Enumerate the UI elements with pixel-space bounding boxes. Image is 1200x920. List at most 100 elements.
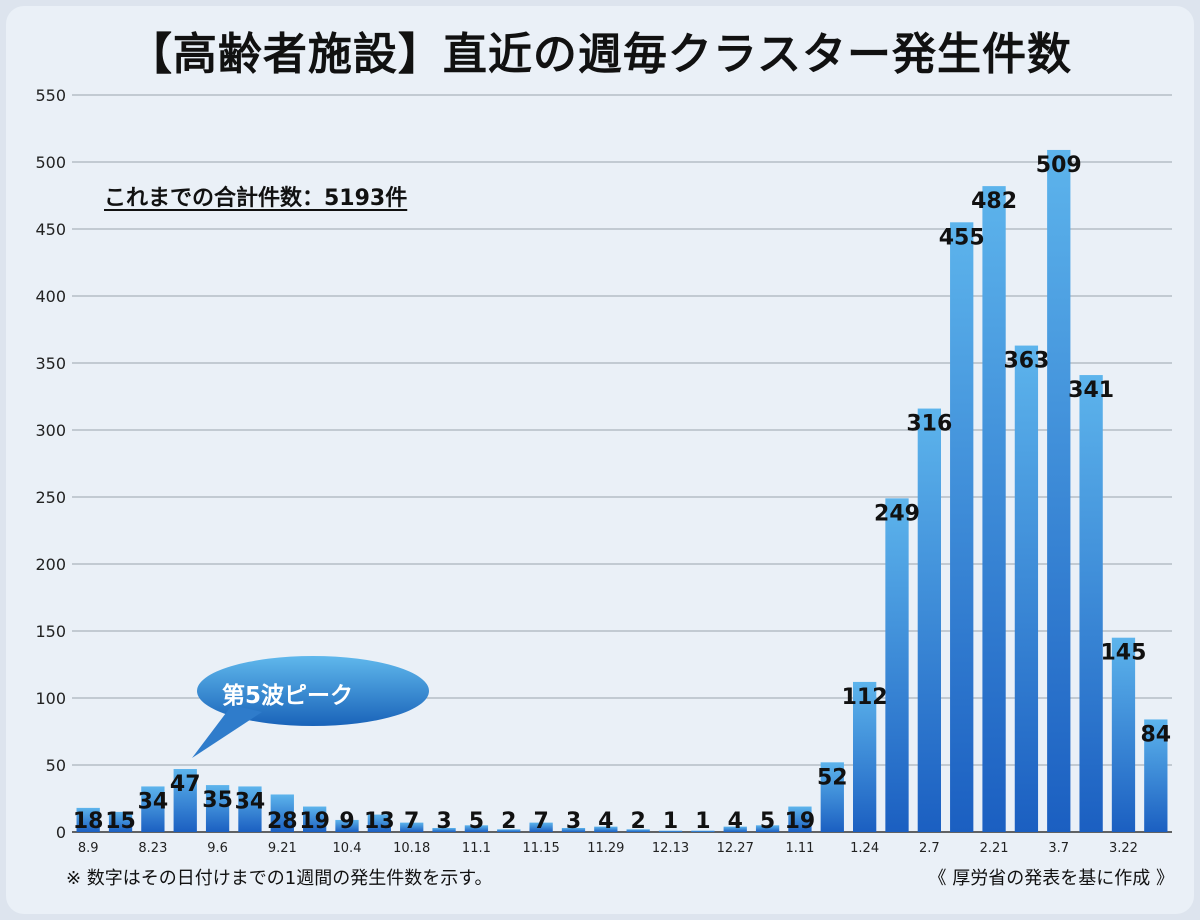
x-tick-label: 10.4 [333,841,362,856]
bar [400,822,424,832]
data-label: 9 [339,809,354,834]
bar [788,806,812,832]
y-tick-label: 0 [56,823,66,842]
x-tick-label: 12.27 [717,841,754,856]
y-tick-label: 200 [35,555,66,574]
data-label: 19 [299,809,330,834]
data-label: 19 [785,809,816,834]
x-tick-label: 11.15 [523,841,560,856]
bar [367,814,391,832]
data-label: 112 [842,685,888,710]
data-label: 145 [1101,641,1147,666]
x-tick-label: 11.1 [462,841,491,856]
data-label: 455 [939,225,985,250]
chart-title: 【高齢者施設】直近の週毎クラスター発生件数 [127,29,1073,80]
bar [173,769,197,832]
x-tick-label: 2.21 [980,841,1009,856]
bar [1111,637,1136,832]
bar [108,811,133,832]
bar [594,826,618,832]
data-label: 363 [1003,349,1049,374]
data-label: 341 [1068,378,1114,403]
x-tick-label: 8.9 [78,841,99,856]
x-tick-label: 1.24 [850,841,879,856]
x-tick-label: 1.11 [785,841,814,856]
bar [1047,149,1071,832]
y-tick-label: 150 [35,622,66,641]
bar [464,825,489,832]
total-count-label: これまでの合計件数：5193件 [104,186,408,211]
bar [497,829,521,832]
data-label: 34 [138,789,169,814]
bar [561,827,586,832]
bar [917,408,941,832]
data-label: 52 [817,765,848,790]
data-label: 34 [235,789,266,814]
x-tick-label: 10.18 [393,841,430,856]
data-label: 28 [267,809,298,834]
bar [529,822,553,832]
y-tick-label: 450 [35,220,66,239]
data-label: 3 [436,809,451,834]
x-tick-label: 11.29 [587,841,624,856]
x-tick-label: 8.23 [138,841,167,856]
y-tick-label: 300 [35,421,66,440]
y-tick-label: 550 [35,86,66,105]
data-label: 4 [728,809,743,834]
data-label: 1 [663,809,678,834]
data-label: 4 [598,809,613,834]
data-label: 2 [501,809,516,834]
bar [205,785,230,832]
bar [723,826,747,832]
bar [982,186,1006,832]
bar [1079,375,1103,832]
bar [76,807,100,832]
data-label: 3 [566,809,581,834]
bar [1014,345,1039,832]
bar [755,825,780,832]
data-label: 249 [874,501,920,526]
bar [853,681,877,832]
data-label: 35 [202,788,233,813]
x-tick-label: 3.7 [1048,841,1069,856]
x-tick-label: 9.21 [268,841,297,856]
data-label: 5 [469,809,484,834]
y-tick-label: 400 [35,287,66,306]
bar [885,498,909,832]
y-tick-label: 350 [35,354,66,373]
data-label: 1 [695,809,710,834]
callout-label: 第5波ピーク [222,683,354,709]
bar [691,830,715,832]
data-label: 2 [631,809,646,834]
y-tick-label: 500 [35,153,66,172]
data-label: 509 [1036,153,1082,178]
data-label: 7 [404,809,419,834]
bar [950,222,974,833]
data-label: 47 [170,772,201,797]
data-label: 482 [971,189,1017,214]
x-tick-label: 9.6 [207,841,228,856]
x-tick-label: 2.7 [919,841,940,856]
data-label: 18 [73,809,104,834]
bar [270,794,294,832]
y-tick-label: 250 [35,488,66,507]
bar [303,806,327,832]
footnote: ※ 数字はその日付けまでの1週間の発生件数を示す。 [66,868,493,889]
bar [1144,719,1168,832]
x-tick-label: 12.13 [652,841,689,856]
bar [820,762,844,832]
data-label: 5 [760,809,775,834]
bar [141,786,165,832]
bar [238,786,262,832]
source-note: 《 厚労省の発表を基に作成 》 [928,868,1174,889]
y-tick-label: 100 [35,689,66,708]
x-tick-label: 3.22 [1109,841,1138,856]
callout-bubble [192,656,429,758]
data-label: 316 [906,412,952,437]
bar [626,829,650,832]
bar [658,830,683,832]
data-label: 15 [105,809,136,834]
data-label: 13 [364,809,395,834]
bar [335,819,359,832]
